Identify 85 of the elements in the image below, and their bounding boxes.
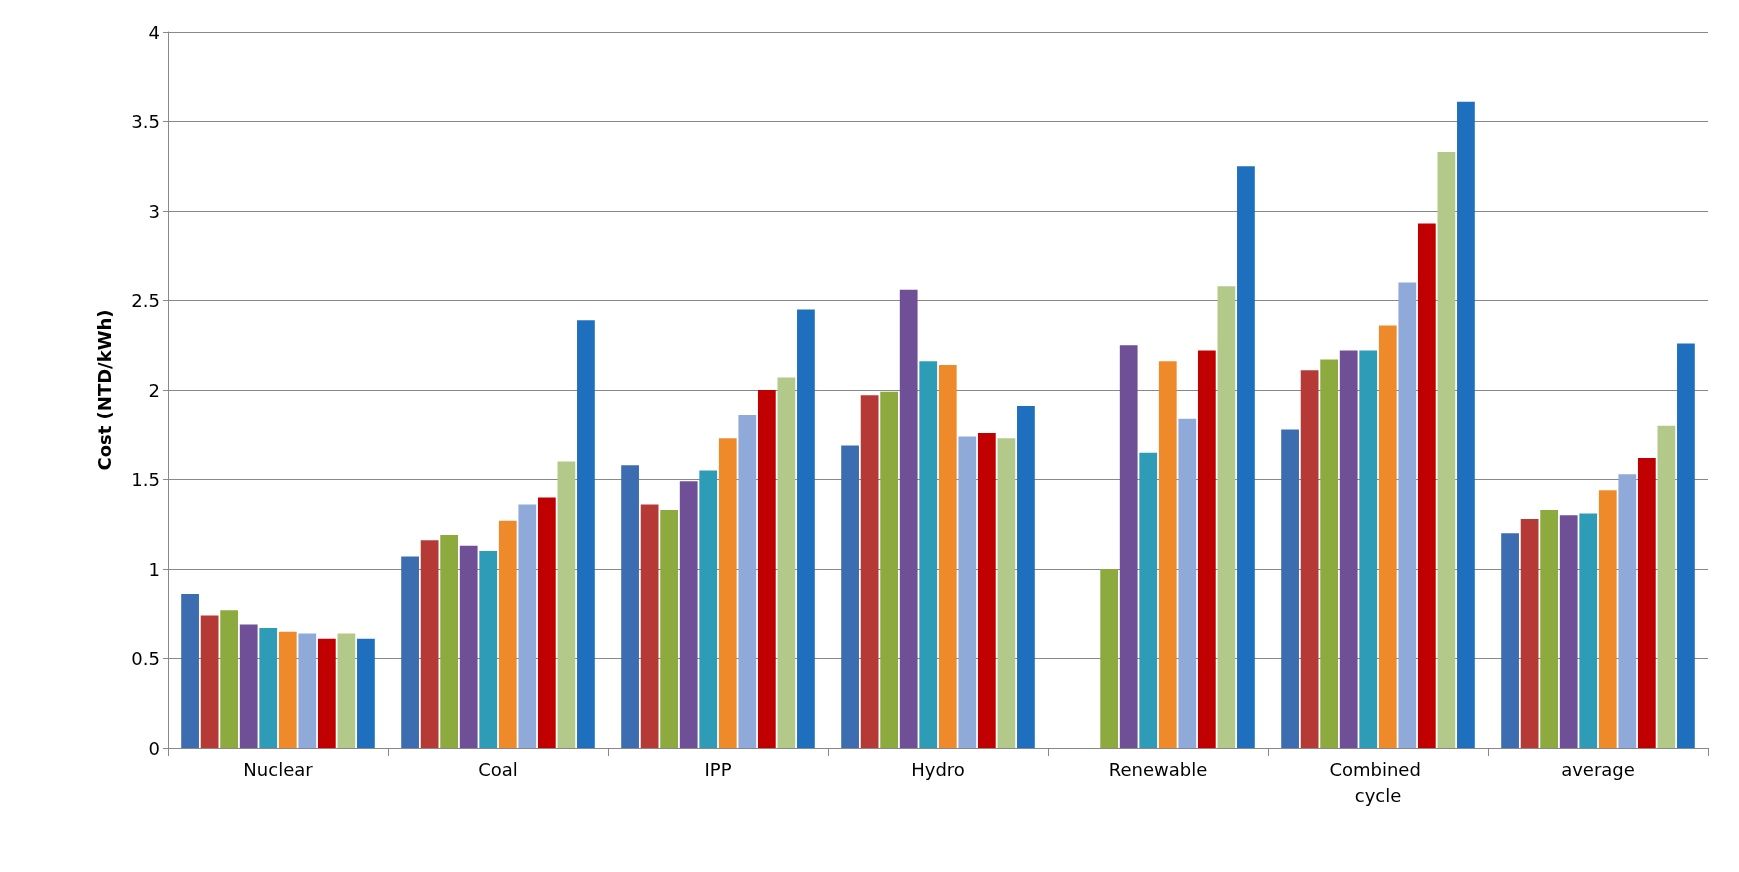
bar	[899, 289, 918, 748]
bar	[1320, 359, 1339, 748]
bar	[1598, 490, 1617, 748]
x-tick-label: IPP	[704, 758, 732, 780]
bar	[440, 534, 459, 748]
y-tick-label: 0.5	[131, 648, 160, 669]
bar	[1637, 458, 1656, 748]
bar	[420, 540, 439, 748]
bar	[621, 465, 639, 748]
bar	[317, 638, 336, 748]
y-tick-label: 2.5	[131, 290, 160, 311]
bar	[1520, 518, 1539, 748]
bar	[919, 361, 938, 748]
bar	[1359, 350, 1378, 748]
bar	[699, 470, 718, 748]
bar	[1100, 569, 1119, 748]
bar	[1398, 282, 1417, 748]
bar	[239, 624, 258, 748]
x-tick-label: Nuclear	[243, 758, 314, 780]
y-tick-label: 2	[148, 379, 160, 401]
y-tick-label: 3.5	[131, 111, 160, 132]
bar	[640, 504, 659, 748]
bar	[997, 438, 1016, 748]
bar	[860, 395, 879, 748]
bar	[718, 438, 737, 748]
y-tick-label: 1	[148, 558, 160, 580]
bar	[1017, 406, 1035, 748]
y-axis-title: Cost (NTD/kWh)	[93, 309, 115, 471]
x-tick-label: Hydro	[911, 758, 965, 780]
y-tick-label: 4	[148, 21, 160, 43]
bar	[259, 628, 278, 748]
bar	[880, 391, 899, 748]
x-tick-label: Coal	[478, 758, 518, 780]
bar	[577, 320, 595, 748]
bar	[1540, 509, 1559, 748]
bar	[518, 504, 537, 748]
bar	[679, 481, 698, 748]
bar	[757, 390, 776, 748]
x-tick-label: Renewable	[1108, 758, 1208, 780]
bar	[181, 594, 199, 748]
bar	[1281, 429, 1299, 748]
bar	[977, 432, 996, 748]
bar	[1417, 223, 1436, 748]
x-tick-label: average	[1561, 758, 1635, 780]
bar	[1158, 361, 1177, 748]
bar	[537, 497, 556, 748]
bar	[357, 638, 375, 748]
bar	[1378, 325, 1397, 748]
bar	[738, 415, 757, 748]
bar	[200, 615, 219, 748]
bar	[298, 633, 317, 748]
bar	[1178, 418, 1197, 748]
bar	[1197, 350, 1216, 748]
bar	[459, 545, 478, 748]
bar	[938, 364, 957, 748]
y-tick-label: 3	[148, 200, 160, 222]
bar	[557, 461, 576, 748]
bar	[498, 520, 517, 748]
bar	[479, 551, 498, 748]
bar	[1119, 345, 1138, 748]
bar	[1139, 452, 1158, 748]
bar	[1559, 515, 1578, 748]
bar	[1300, 370, 1319, 748]
bar	[1237, 166, 1255, 748]
y-tick-label: 1.5	[131, 469, 160, 490]
bar	[337, 633, 356, 748]
bar	[1657, 425, 1676, 748]
bar	[278, 631, 297, 748]
bar	[401, 556, 419, 748]
bar	[1579, 513, 1598, 748]
bar	[958, 436, 977, 748]
x-tick-label: Combined cycle	[1329, 758, 1427, 806]
bar	[1457, 101, 1475, 748]
bar	[841, 445, 859, 748]
bar	[1339, 350, 1358, 748]
bar	[220, 610, 239, 748]
bar	[660, 509, 679, 748]
bar	[1217, 286, 1236, 748]
bar	[1677, 343, 1695, 748]
bar	[777, 377, 796, 748]
y-tick-label: 0	[148, 737, 160, 759]
bar	[1501, 533, 1519, 748]
bar	[1437, 151, 1456, 748]
bar	[1618, 474, 1637, 748]
bar	[797, 309, 815, 748]
